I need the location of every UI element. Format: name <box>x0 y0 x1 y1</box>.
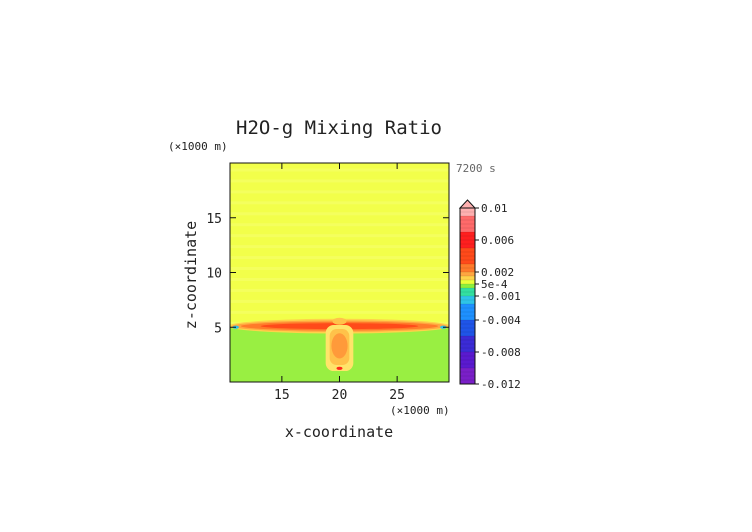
colorbar-band <box>460 352 475 368</box>
field-bottom-spot <box>336 366 343 370</box>
field-upper-stripe <box>230 277 449 281</box>
colorbar-extend-arrow <box>458 199 477 209</box>
colorbar-label: -0.012 <box>481 378 521 391</box>
x-scale-note: (×1000 m) <box>390 404 450 417</box>
y-axis-label: z-coordinate <box>182 221 200 329</box>
field-upper-stripe <box>230 234 449 238</box>
colorbar-band <box>460 296 475 304</box>
colorbar-band <box>460 232 475 248</box>
y-tick-label: 10 <box>206 267 222 282</box>
y-scale-note: (×1000 m) <box>168 140 228 153</box>
x-tick-label: 25 <box>389 388 405 403</box>
field-upper-stripe <box>230 190 449 194</box>
field-upper-stripe <box>230 299 449 303</box>
x-axis-label: x-coordinate <box>285 423 393 441</box>
colorbar-band <box>460 272 475 276</box>
plot-area <box>230 163 449 382</box>
field-upper-stripe <box>230 223 449 227</box>
field-top-bump <box>332 317 347 325</box>
field-column-core <box>331 333 348 359</box>
colorbar-band <box>460 264 475 272</box>
colorbar-band <box>460 288 475 296</box>
colorbar-band <box>460 216 475 232</box>
x-tick-label: 15 <box>274 388 290 403</box>
colorbar-label: -0.008 <box>481 346 521 359</box>
y-tick-label: 5 <box>214 321 222 336</box>
axis-layer: 15 20 25 5 10 15 <box>206 163 449 403</box>
y-tick-label: 15 <box>206 212 222 227</box>
colorbar-band <box>460 304 475 320</box>
x-tick-label: 20 <box>332 388 348 403</box>
colorbar-band <box>460 248 475 264</box>
colorbar-label: -0.004 <box>481 314 521 327</box>
colorbar-label: -0.001 <box>481 290 521 303</box>
colorbar-label: 0.006 <box>481 234 514 247</box>
colorbar-label: 0.01 <box>481 202 508 215</box>
field-upper-stripe <box>230 245 449 249</box>
field-upper-stripe <box>230 168 449 172</box>
field-upper-stripe <box>230 288 449 292</box>
colorbar-band <box>460 320 475 336</box>
field-upper-stripe <box>230 212 449 216</box>
field-upper-stripe <box>230 256 449 260</box>
colorbar-label: 5e-4 <box>481 278 508 291</box>
time-label: 7200 s <box>456 162 496 175</box>
colorbar-band <box>460 284 475 288</box>
colorbar-band <box>460 208 475 216</box>
field-upper-stripe <box>230 310 449 314</box>
field-upper-stripe <box>230 179 449 183</box>
colorbar-label: 0.002 <box>481 266 514 279</box>
field-upper-stripe <box>230 201 449 205</box>
colorbar-band <box>460 368 475 384</box>
colorbar-band <box>460 280 475 284</box>
colorbar-band <box>460 336 475 352</box>
chart-title: H2O-g Mixing Ratio <box>236 117 442 139</box>
colorbar-band <box>460 276 475 280</box>
field-upper-stripe <box>230 267 449 271</box>
